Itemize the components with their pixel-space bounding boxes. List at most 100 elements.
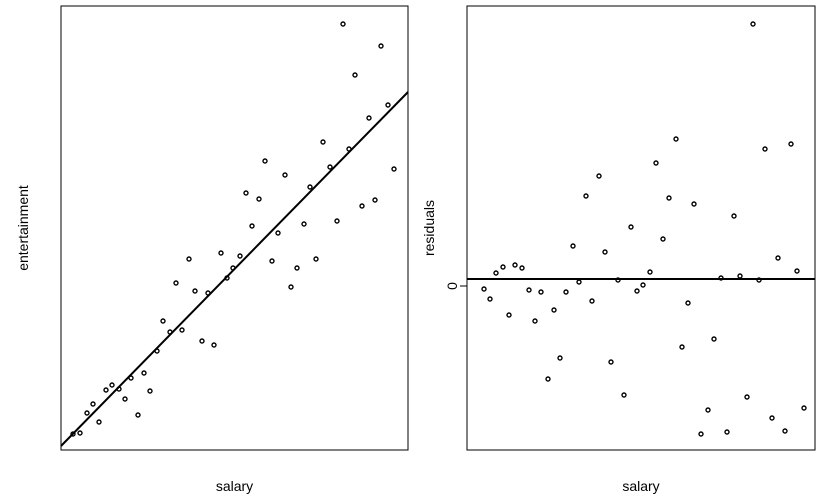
point (698, 431, 704, 437)
point (691, 201, 697, 207)
point (705, 407, 711, 413)
point (589, 298, 595, 304)
point (378, 43, 384, 49)
point (96, 419, 102, 425)
point (237, 253, 243, 259)
fit-line (60, 91, 409, 447)
point (327, 164, 333, 170)
point (359, 203, 365, 209)
point (563, 289, 569, 295)
point (307, 184, 313, 190)
point (602, 249, 608, 255)
point (608, 359, 614, 365)
point (481, 286, 487, 292)
point (122, 396, 128, 402)
point (109, 382, 115, 388)
point (788, 141, 794, 147)
y-axis-label: entertainment (15, 185, 31, 271)
point (340, 21, 346, 27)
point (596, 173, 602, 179)
point (551, 307, 557, 313)
point (640, 282, 646, 288)
y-tick-label: 0 (444, 282, 460, 290)
point (801, 405, 807, 411)
point (313, 256, 319, 262)
point (282, 172, 288, 178)
point (737, 273, 743, 279)
point (647, 269, 653, 275)
point (186, 256, 192, 262)
point (211, 342, 217, 348)
point (84, 410, 90, 416)
point (103, 387, 109, 393)
point (269, 258, 275, 264)
point (385, 102, 391, 108)
point (70, 431, 76, 437)
point (334, 218, 340, 224)
point (576, 279, 582, 285)
point (769, 415, 775, 421)
point (532, 318, 538, 324)
point (750, 21, 756, 27)
point (366, 115, 372, 121)
point (352, 72, 358, 78)
point (135, 412, 141, 418)
y-axis-label: residuals (421, 200, 437, 256)
point (147, 388, 153, 394)
point (487, 296, 493, 302)
point (775, 255, 781, 261)
point (173, 280, 179, 286)
point (301, 221, 307, 227)
point (519, 265, 525, 271)
point (583, 193, 589, 199)
point (179, 327, 185, 333)
point (762, 146, 768, 152)
x-axis-label: salary (622, 478, 659, 494)
point (320, 139, 326, 145)
point (545, 376, 551, 382)
plot-frame (60, 5, 409, 451)
point (512, 262, 518, 268)
point (557, 355, 563, 361)
point (506, 312, 512, 318)
point (731, 213, 737, 219)
point (500, 264, 506, 270)
point (744, 394, 750, 400)
point (493, 270, 499, 276)
point (288, 284, 294, 290)
point (711, 336, 717, 342)
point (294, 265, 300, 271)
point (794, 268, 800, 274)
x-axis-label: salary (216, 478, 253, 494)
point (570, 243, 576, 249)
point (666, 195, 672, 201)
point (653, 160, 659, 166)
point (77, 430, 83, 436)
point (621, 392, 627, 398)
point (243, 190, 249, 196)
point (391, 166, 397, 172)
point (249, 223, 255, 229)
point (141, 370, 147, 376)
point (90, 401, 96, 407)
point (372, 197, 378, 203)
point (192, 288, 198, 294)
point (634, 288, 640, 294)
point (526, 287, 532, 293)
point (262, 158, 268, 164)
point (660, 236, 666, 242)
point (538, 289, 544, 295)
point (199, 338, 205, 344)
point (679, 344, 685, 350)
plot-frame (466, 5, 816, 451)
point (724, 429, 730, 435)
point (256, 196, 262, 202)
point (673, 136, 679, 142)
point (685, 300, 691, 306)
point (628, 224, 634, 230)
point (160, 318, 166, 324)
point (275, 230, 281, 236)
point (218, 250, 224, 256)
point (782, 428, 788, 434)
